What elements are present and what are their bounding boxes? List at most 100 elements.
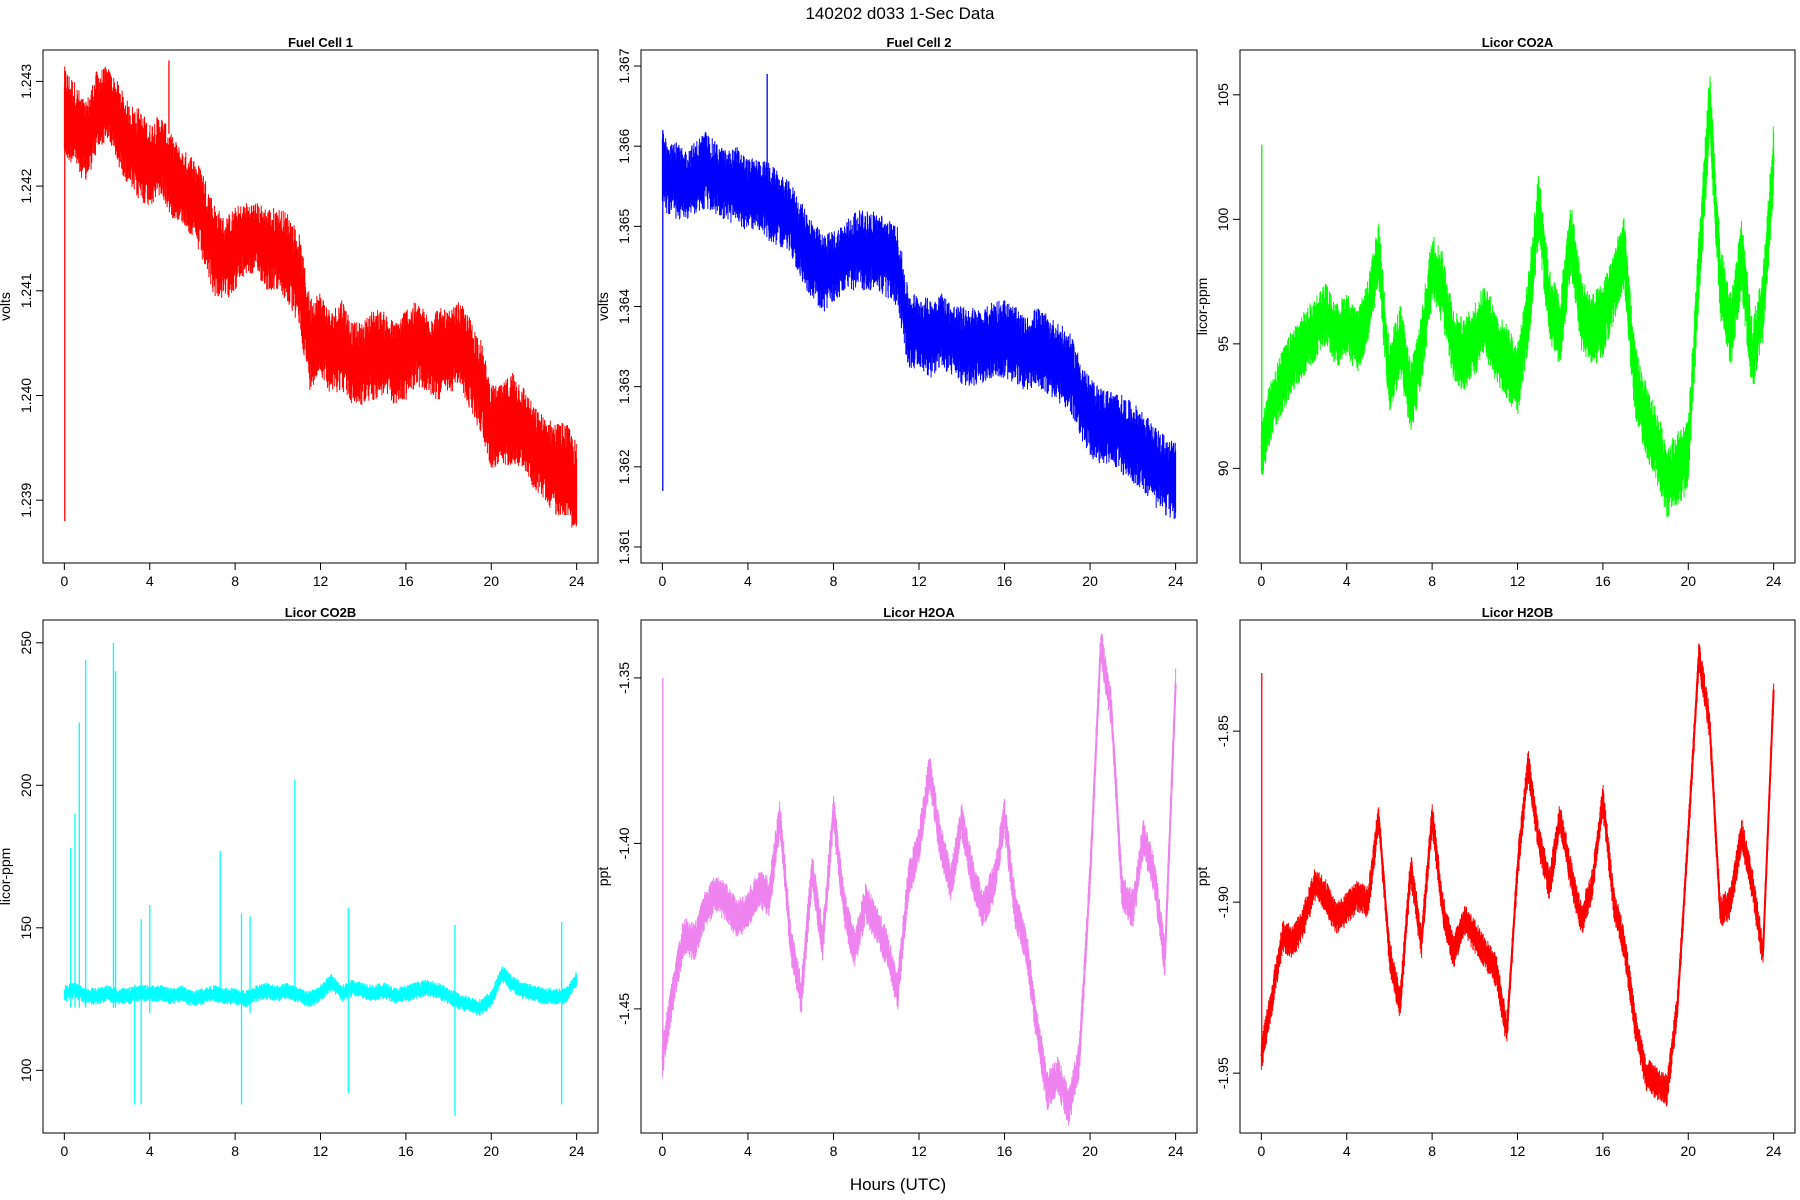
y-tick-label: 150 bbox=[18, 916, 34, 940]
y-tick-label: 1.364 bbox=[616, 289, 632, 324]
trace-group bbox=[661, 74, 1177, 520]
y-tick-label: 1.362 bbox=[616, 449, 632, 484]
x-tick-label: 24 bbox=[1168, 573, 1184, 589]
x-tick-label: 20 bbox=[1680, 1143, 1696, 1159]
panels-container: Fuel Cell 1 volts 0 4 8 12 16 20 24 1.239 1.240 1.2… bbox=[0, 35, 1796, 1159]
trace-group bbox=[63, 642, 578, 1116]
y-tick-label: 95 bbox=[1215, 336, 1231, 352]
x-tick-label: 0 bbox=[658, 573, 666, 589]
x-tick-label: 8 bbox=[231, 573, 239, 589]
data-series-line bbox=[661, 168, 1177, 484]
data-series-line bbox=[1260, 655, 1775, 1092]
x-tick-label: 24 bbox=[1168, 1143, 1184, 1159]
x-tick-label: 8 bbox=[231, 1143, 239, 1159]
trace-group bbox=[63, 60, 578, 528]
panel-1: Fuel Cell 1 volts 0 4 8 12 16 20 24 1.239 1.240 1.2… bbox=[0, 35, 599, 589]
y-tick-label: -1.90 bbox=[1215, 886, 1231, 918]
x-tick-label: 12 bbox=[911, 1143, 927, 1159]
y-axis-label: ppt bbox=[1194, 867, 1210, 887]
x-tick-label: 0 bbox=[658, 1143, 666, 1159]
y-tick-label: 1.367 bbox=[616, 48, 632, 83]
panel-title: Licor CO2B bbox=[285, 605, 357, 620]
data-noise-band bbox=[661, 131, 1177, 520]
x-tick-label: 12 bbox=[313, 573, 329, 589]
y-tick-label: 1.240 bbox=[18, 378, 34, 413]
panel-6: Licor H2OB ppt 0 4 8 12 16 20 24 -1.95 -1.90 -1.85 bbox=[1194, 605, 1796, 1159]
y-tick-label: 1.242 bbox=[18, 168, 34, 203]
x-tick-label: 4 bbox=[744, 573, 752, 589]
data-series-line bbox=[1260, 107, 1775, 483]
y-tick-label: -1.95 bbox=[1215, 1057, 1231, 1089]
x-tick-label: 8 bbox=[1428, 1143, 1436, 1159]
panel-2: Fuel Cell 2 volts 0 4 8 12 16 20 24 1.361 1.362 1.3… bbox=[595, 35, 1198, 589]
y-tick-label: 1.239 bbox=[18, 482, 34, 517]
y-tick-label: 1.241 bbox=[18, 273, 34, 308]
panel-title: Licor H2OB bbox=[1482, 605, 1554, 620]
y-tick-label: 1.365 bbox=[616, 209, 632, 244]
x-tick-label: 24 bbox=[569, 1143, 585, 1159]
x-tick-label: 8 bbox=[830, 1143, 838, 1159]
x-tick-label: 4 bbox=[146, 573, 154, 589]
x-tick-label: 4 bbox=[744, 1143, 752, 1159]
y-axis-label: licor-ppm bbox=[1194, 278, 1210, 336]
x-tick-label: 16 bbox=[997, 573, 1013, 589]
x-tick-label: 12 bbox=[1510, 1143, 1526, 1159]
y-tick-label: 250 bbox=[18, 631, 34, 655]
x-tick-label: 4 bbox=[146, 1143, 154, 1159]
data-series-line bbox=[661, 644, 1177, 1113]
y-axis-label: volts bbox=[595, 292, 611, 321]
x-tick-label: 4 bbox=[1343, 1143, 1351, 1159]
x-tick-label: 0 bbox=[60, 1143, 68, 1159]
data-series-line bbox=[63, 100, 578, 491]
y-axis-label: licor-ppm bbox=[0, 848, 13, 906]
x-tick-label: 0 bbox=[1257, 573, 1265, 589]
trace-group bbox=[1260, 643, 1775, 1107]
x-tick-label: 20 bbox=[1082, 1143, 1098, 1159]
panel-3: Licor CO2A licor-ppm 0 4 8 12 16 20 24 90 95 100 105 bbox=[1194, 35, 1796, 589]
x-tick-label: 8 bbox=[830, 573, 838, 589]
x-tick-label: 8 bbox=[1428, 573, 1436, 589]
y-tick-label: 1.366 bbox=[616, 128, 632, 163]
x-tick-label: 12 bbox=[911, 573, 927, 589]
figure-xlabel: Hours (UTC) bbox=[850, 1175, 946, 1194]
y-axis-label: volts bbox=[0, 292, 13, 321]
x-tick-label: 16 bbox=[1595, 1143, 1611, 1159]
panel-4: Licor CO2B licor-ppm 0 4 8 12 16 20 24 100 150 200 2… bbox=[0, 605, 599, 1159]
y-axis-label: ppt bbox=[595, 867, 611, 887]
y-tick-label: -1.40 bbox=[616, 827, 632, 859]
x-tick-label: 24 bbox=[569, 573, 585, 589]
x-tick-label: 24 bbox=[1766, 573, 1782, 589]
trace-group bbox=[1260, 76, 1775, 518]
x-tick-label: 16 bbox=[398, 1143, 414, 1159]
y-tick-label: 1.243 bbox=[18, 64, 34, 99]
y-tick-label: 1.361 bbox=[616, 529, 632, 564]
y-tick-label: 90 bbox=[1215, 460, 1231, 476]
x-tick-label: 16 bbox=[997, 1143, 1013, 1159]
x-tick-label: 20 bbox=[1680, 573, 1696, 589]
y-tick-label: 105 bbox=[1215, 83, 1231, 107]
panel-5: Licor H2OA ppt 0 4 8 12 16 20 24 -1.45 -1.40 -1.35 bbox=[595, 605, 1198, 1159]
x-tick-label: 20 bbox=[483, 1143, 499, 1159]
y-tick-label: 100 bbox=[18, 1058, 34, 1082]
y-tick-label: 200 bbox=[18, 773, 34, 797]
panel-title: Licor CO2A bbox=[1482, 35, 1554, 50]
x-tick-label: 12 bbox=[313, 1143, 329, 1159]
figure-title: 140202 d033 1-Sec Data bbox=[805, 4, 995, 23]
trace-group bbox=[661, 633, 1177, 1126]
x-tick-label: 16 bbox=[398, 573, 414, 589]
panel-title: Fuel Cell 1 bbox=[288, 35, 353, 50]
x-tick-label: 20 bbox=[483, 573, 499, 589]
x-tick-label: 4 bbox=[1343, 573, 1351, 589]
x-tick-label: 24 bbox=[1766, 1143, 1782, 1159]
x-tick-label: 0 bbox=[60, 573, 68, 589]
x-tick-label: 12 bbox=[1510, 573, 1526, 589]
data-noise-band bbox=[63, 66, 578, 528]
x-tick-label: 20 bbox=[1082, 573, 1098, 589]
y-tick-label: 1.363 bbox=[616, 369, 632, 404]
y-tick-label: -1.35 bbox=[616, 662, 632, 694]
plot-frame bbox=[42, 619, 599, 1134]
y-tick-label: -1.85 bbox=[1215, 715, 1231, 747]
x-tick-label: 16 bbox=[1595, 573, 1611, 589]
y-tick-label: 100 bbox=[1215, 207, 1231, 231]
